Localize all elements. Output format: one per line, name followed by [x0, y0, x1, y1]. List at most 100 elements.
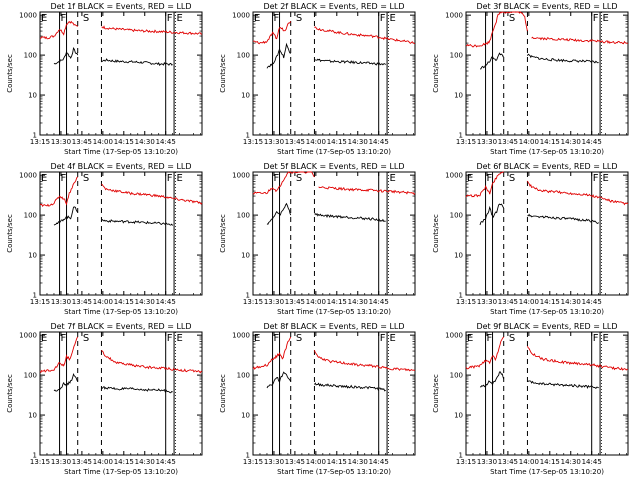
event-flag-e: E — [254, 333, 260, 344]
event-flag-f: F — [274, 333, 280, 344]
x-tick-label: 14:30 — [561, 458, 581, 466]
detector-panel-6: Det 6f BLACK = Events, RED = LLD 1 10 100 10… — [432, 162, 629, 316]
y-tick-label: 1000 — [445, 332, 463, 340]
y-tick-label: 1 — [33, 292, 37, 300]
plot-frame — [465, 171, 629, 296]
event-flag-f: F — [593, 13, 599, 24]
y-tick-label: 1 — [246, 292, 250, 300]
x-tick-label: 13:45 — [285, 458, 305, 466]
lld-series-line-2 — [39, 336, 79, 374]
event-flag-f: F — [61, 173, 67, 184]
x-tick-label: 14:45 — [369, 298, 389, 306]
x-tick-label: 14:00 — [519, 458, 539, 466]
y-tick-label: 100 — [450, 212, 463, 220]
x-tick-label: 13:15 — [243, 458, 263, 466]
x-tick-label: 14:45 — [582, 458, 602, 466]
lld-series-line-2 — [465, 171, 504, 198]
event-flag-s: S — [296, 173, 302, 184]
x-tick-label: 14:15 — [540, 458, 560, 466]
y-tick-label: 1000 — [19, 172, 37, 180]
lld-series-line-2 — [252, 336, 292, 370]
lld-series-line-2 — [39, 176, 78, 208]
x-tick-label: 14:30 — [135, 138, 155, 146]
y-tick-label: 1000 — [445, 172, 463, 180]
y-tick-label: 1000 — [445, 12, 463, 20]
x-tick-label: 13:45 — [72, 458, 92, 466]
x-tick-label: 13:30 — [477, 458, 497, 466]
y-tick-label: 10 — [241, 412, 250, 420]
y-axis-label: Counts/sec — [219, 214, 227, 253]
y-tick-label: 10 — [28, 252, 37, 260]
events-series-line-1 — [527, 53, 599, 64]
x-tick-label: 14:30 — [348, 138, 368, 146]
events-series-line-1 — [314, 212, 386, 222]
plot-title: Det 5f BLACK = Events, RED = LLD — [263, 162, 404, 171]
plot-title: Det 1f BLACK = Events, RED = LLD — [50, 2, 191, 11]
event-flag-s: S — [509, 173, 515, 184]
x-tick-label: 14:45 — [156, 458, 176, 466]
y-tick-label: 1000 — [19, 332, 37, 340]
detector-panel-1: Det 1f BLACK = Events, RED = LLD 1 10 100 10… — [6, 2, 203, 156]
x-tick-label: 13:45 — [72, 298, 92, 306]
plot-title: Det 2f BLACK = Events, RED = LLD — [263, 2, 404, 11]
event-flag-e: E — [467, 173, 473, 184]
x-axis-label: Start Time (17-Sep-05 13:10:20) — [277, 308, 391, 316]
lld-series-line-2 — [252, 21, 292, 45]
x-tick-label: 13:45 — [498, 298, 518, 306]
x-tick-label: 13:15 — [30, 458, 50, 466]
x-tick-label: 13:45 — [498, 138, 518, 146]
plot-title: Det 3f BLACK = Events, RED = LLD — [476, 2, 617, 11]
event-flag-f: F — [487, 333, 493, 344]
plot-frame — [39, 11, 203, 136]
y-tick-label: 1 — [33, 132, 37, 140]
lld-series-line-2 — [465, 11, 528, 48]
x-tick-label: 13:45 — [498, 458, 518, 466]
y-tick-label: 10 — [454, 92, 463, 100]
x-tick-label: 14:15 — [114, 138, 134, 146]
y-tick-label: 1 — [459, 452, 463, 460]
plot-title: Det 4f BLACK = Events, RED = LLD — [50, 162, 191, 171]
y-tick-label: 10 — [241, 92, 250, 100]
plot-frame — [39, 171, 203, 296]
x-tick-label: 13:30 — [51, 298, 71, 306]
detector-panel-9: Det 9f BLACK = Events, RED = LLD 1 10 100 10… — [432, 322, 629, 476]
x-tick-label: 14:15 — [540, 298, 560, 306]
event-flag-s: S — [83, 173, 89, 184]
x-tick-label: 13:30 — [51, 138, 71, 146]
y-tick-label: 1000 — [232, 332, 250, 340]
event-flag-e: E — [41, 13, 47, 24]
y-axis-label: Counts/sec — [6, 374, 14, 413]
x-tick-label: 14:45 — [156, 138, 176, 146]
plot-frame — [252, 11, 416, 136]
event-flag-e: E — [602, 173, 608, 184]
event-flag-e: E — [254, 13, 260, 24]
x-tick-label: 13:30 — [264, 138, 284, 146]
x-axis-label: Start Time (17-Sep-05 13:10:20) — [490, 308, 604, 316]
x-tick-label: 14:00 — [306, 138, 326, 146]
event-flag-e: E — [389, 13, 395, 24]
x-tick-label: 13:45 — [72, 138, 92, 146]
event-flag-f: F — [61, 333, 67, 344]
lld-series-line-3 — [101, 25, 203, 36]
x-tick-label: 14:00 — [93, 458, 113, 466]
y-axis-label: Counts/sec — [432, 54, 440, 93]
lld-series-line-3 — [314, 26, 416, 45]
event-flag-f: F — [380, 333, 386, 344]
event-flag-e: E — [176, 173, 182, 184]
event-flag-s: S — [83, 13, 89, 24]
lld-series-line-2 — [465, 336, 505, 370]
y-axis-label: Counts/sec — [219, 54, 227, 93]
plot-frame — [465, 11, 629, 136]
detector-panel-2: Det 2f BLACK = Events, RED = LLD 1 10 100 10… — [219, 2, 416, 156]
x-tick-label: 14:45 — [156, 298, 176, 306]
event-flag-e: E — [602, 13, 608, 24]
event-flag-e: E — [602, 333, 608, 344]
x-axis-label: Start Time (17-Sep-05 13:10:20) — [64, 148, 178, 156]
lld-series-line-3 — [101, 350, 203, 374]
x-tick-label: 14:15 — [114, 298, 134, 306]
x-tick-label: 14:15 — [327, 298, 347, 306]
x-tick-label: 13:15 — [30, 138, 50, 146]
y-axis-label: Counts/sec — [6, 214, 14, 253]
detector-panel-5: Det 5f BLACK = Events, RED = LLD 1 10 100 10… — [219, 162, 416, 316]
